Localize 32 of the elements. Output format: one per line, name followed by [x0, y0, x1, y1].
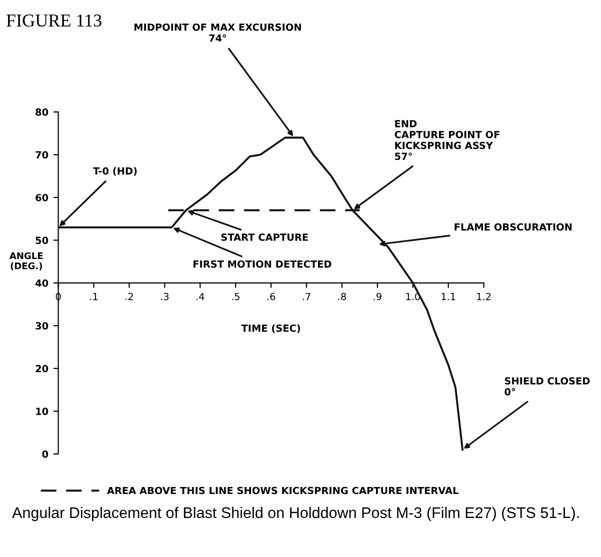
x-tick-label: .9 — [374, 292, 382, 300]
y-tick-label: 40 — [35, 279, 48, 287]
y-tick-label: 50 — [36, 236, 48, 244]
y-tick-label: 30 — [36, 322, 48, 330]
x-tick-label: .7 — [302, 292, 310, 300]
x-tick-label: .3 — [161, 292, 169, 300]
x-tick-label: .6 — [267, 292, 276, 300]
x-axis-title: TIME (SEC) — [241, 324, 300, 333]
x-tick-label: .4 — [196, 292, 204, 300]
y-tick-label: 0 — [42, 450, 48, 458]
y-axis-title: ANGLE (DEG.) — [9, 252, 43, 270]
annotation: FLAME OBSCURATION — [454, 223, 572, 231]
annotation: START CAPTURE — [221, 234, 308, 241]
y-tick-label: 20 — [36, 364, 48, 372]
text: AREA ABOVE THIS LINE SHOWS KICKSPRING CAPTURE INTERVAL — [106, 486, 458, 494]
x-tick-label: 1.1 — [442, 292, 456, 300]
y-tick-label: 80 — [36, 108, 48, 116]
x-tick-label: .1 — [90, 292, 98, 300]
annotation: FIRST MOTION DETECTED — [193, 260, 332, 268]
chart-title: FIGURE 113 — [6, 14, 102, 27]
x-tick-label: .5 — [232, 292, 240, 300]
y-tick-label: 10 — [36, 408, 48, 416]
annotation: END CAPTURE POINT OF KICKSPRING ASSY 57° — [394, 120, 500, 160]
x-tick-label: .2 — [126, 292, 133, 300]
x-tick-label: .8 — [338, 292, 346, 300]
y-tick-label: 60 — [36, 194, 48, 202]
y-tick-label: 70 — [36, 151, 48, 159]
text: Angular Displacement of Blast Shield on Holddown Post M-3 (Film E27) (STS 51-L). — [12, 506, 579, 522]
annotation: SHIELD CLOSED 0° — [504, 377, 590, 396]
annotation: MIDPOINT OF MAX EXCURSION 74° — [134, 23, 301, 42]
x-tick-label: 1.2 — [477, 292, 491, 300]
annotation: T-0 (HD) — [93, 167, 137, 176]
